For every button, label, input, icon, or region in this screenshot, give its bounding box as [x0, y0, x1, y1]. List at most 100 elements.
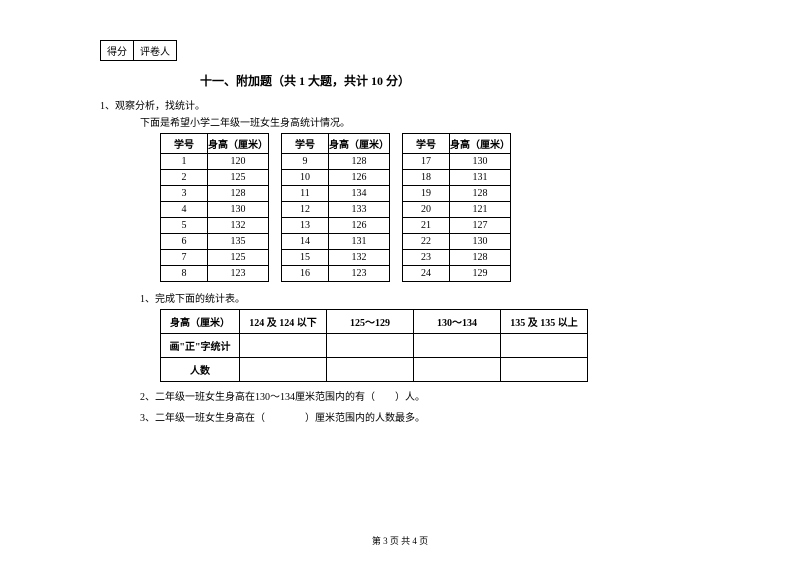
- cell-id: 12: [282, 202, 329, 218]
- table-row: 22130: [403, 234, 511, 250]
- col-header-id: 学号: [282, 134, 329, 154]
- table-row: 19128: [403, 186, 511, 202]
- data-table-1: 学号 身高（厘米） 1120 2125 3128 4130 5132 6135 …: [160, 133, 269, 282]
- stat-blank: [240, 334, 327, 358]
- cell-id: 20: [403, 202, 450, 218]
- stat-blank: [327, 358, 414, 382]
- cell-height: 131: [450, 170, 511, 186]
- table-row: 18131: [403, 170, 511, 186]
- cell-id: 19: [403, 186, 450, 202]
- table-row: 21127: [403, 218, 511, 234]
- cell-id: 5: [161, 218, 208, 234]
- cell-height: 125: [208, 170, 269, 186]
- score-cell-grader: 评卷人: [134, 41, 177, 61]
- cell-id: 10: [282, 170, 329, 186]
- stat-range: 130～134: [414, 310, 501, 334]
- cell-height: 120: [208, 154, 269, 170]
- table-row: 7125: [161, 250, 269, 266]
- task-1-text: 1、完成下面的统计表。: [140, 290, 700, 305]
- cell-id: 21: [403, 218, 450, 234]
- cell-height: 128: [208, 186, 269, 202]
- table-row: 24129: [403, 266, 511, 282]
- cell-id: 24: [403, 266, 450, 282]
- table-row: 17130: [403, 154, 511, 170]
- stat-table: 身高（厘米） 124 及 124 以下 125～129 130～134 135 …: [160, 309, 588, 382]
- stat-row-header: 身高（厘米） 124 及 124 以下 125～129 130～134 135 …: [161, 310, 588, 334]
- cell-height: 126: [329, 170, 390, 186]
- cell-id: 15: [282, 250, 329, 266]
- cell-id: 22: [403, 234, 450, 250]
- cell-height: 130: [208, 202, 269, 218]
- cell-height: 125: [208, 250, 269, 266]
- col-header-id: 学号: [161, 134, 208, 154]
- table-row: 4130: [161, 202, 269, 218]
- question-sub: 下面是希望小学二年级一班女生身高统计情况。: [140, 114, 700, 129]
- cell-id: 6: [161, 234, 208, 250]
- cell-id: 8: [161, 266, 208, 282]
- cell-height: 130: [450, 154, 511, 170]
- table-row: 20121: [403, 202, 511, 218]
- table-row: 16123: [282, 266, 390, 282]
- cell-height: 126: [329, 218, 390, 234]
- cell-height: 134: [329, 186, 390, 202]
- cell-id: 3: [161, 186, 208, 202]
- cell-height: 133: [329, 202, 390, 218]
- table-row: 13126: [282, 218, 390, 234]
- cell-id: 7: [161, 250, 208, 266]
- stat-label-height: 身高（厘米）: [161, 310, 240, 334]
- col-header-height: 身高（厘米）: [208, 134, 269, 154]
- table-row: 5132: [161, 218, 269, 234]
- cell-height: 130: [450, 234, 511, 250]
- table-row: 1120: [161, 154, 269, 170]
- stat-blank: [414, 334, 501, 358]
- table-row: 12133: [282, 202, 390, 218]
- table-row: 6135: [161, 234, 269, 250]
- page-footer: 第 3 页 共 4 页: [0, 534, 800, 547]
- score-box: 得分 评卷人: [100, 40, 177, 61]
- table-row: 14131: [282, 234, 390, 250]
- stat-blank: [240, 358, 327, 382]
- cell-id: 14: [282, 234, 329, 250]
- cell-id: 11: [282, 186, 329, 202]
- table-row: 3128: [161, 186, 269, 202]
- cell-height: 128: [450, 186, 511, 202]
- stat-range: 125～129: [327, 310, 414, 334]
- table-row: 15132: [282, 250, 390, 266]
- cell-id: 4: [161, 202, 208, 218]
- data-table-3: 学号 身高（厘米） 17130 18131 19128 20121 21127 …: [402, 133, 511, 282]
- stat-blank: [414, 358, 501, 382]
- cell-height: 131: [329, 234, 390, 250]
- stat-range: 124 及 124 以下: [240, 310, 327, 334]
- stat-blank: [327, 334, 414, 358]
- cell-height: 128: [329, 154, 390, 170]
- sub-question-3: 3、二年级一班女生身高在（ ）厘米范围内的人数最多。: [140, 409, 700, 424]
- cell-height: 128: [450, 250, 511, 266]
- stat-blank: [501, 334, 588, 358]
- score-cell-score: 得分: [101, 41, 134, 61]
- stat-row-count: 人数: [161, 358, 588, 382]
- height-data-tables: 学号 身高（厘米） 1120 2125 3128 4130 5132 6135 …: [160, 133, 700, 282]
- cell-id: 9: [282, 154, 329, 170]
- cell-id: 23: [403, 250, 450, 266]
- section-title: 十一、附加题（共 1 大题，共计 10 分）: [200, 72, 700, 89]
- cell-height: 121: [450, 202, 511, 218]
- stat-row-tally: 画"正"字统计: [161, 334, 588, 358]
- cell-height: 123: [329, 266, 390, 282]
- stat-blank: [501, 358, 588, 382]
- col-header-height: 身高（厘米）: [450, 134, 511, 154]
- table-row: 2125: [161, 170, 269, 186]
- sub-question-2: 2、二年级一班女生身高在130～134厘米范围内的有（ ）人。: [140, 388, 700, 403]
- cell-height: 132: [208, 218, 269, 234]
- question-intro: 1、观察分析，找统计。: [100, 97, 700, 112]
- stat-label-count: 人数: [161, 358, 240, 382]
- stat-label-tally: 画"正"字统计: [161, 334, 240, 358]
- cell-height: 135: [208, 234, 269, 250]
- cell-height: 123: [208, 266, 269, 282]
- col-header-id: 学号: [403, 134, 450, 154]
- table-row: 10126: [282, 170, 390, 186]
- cell-height: 127: [450, 218, 511, 234]
- table-row: 8123: [161, 266, 269, 282]
- cell-id: 2: [161, 170, 208, 186]
- cell-height: 129: [450, 266, 511, 282]
- cell-id: 13: [282, 218, 329, 234]
